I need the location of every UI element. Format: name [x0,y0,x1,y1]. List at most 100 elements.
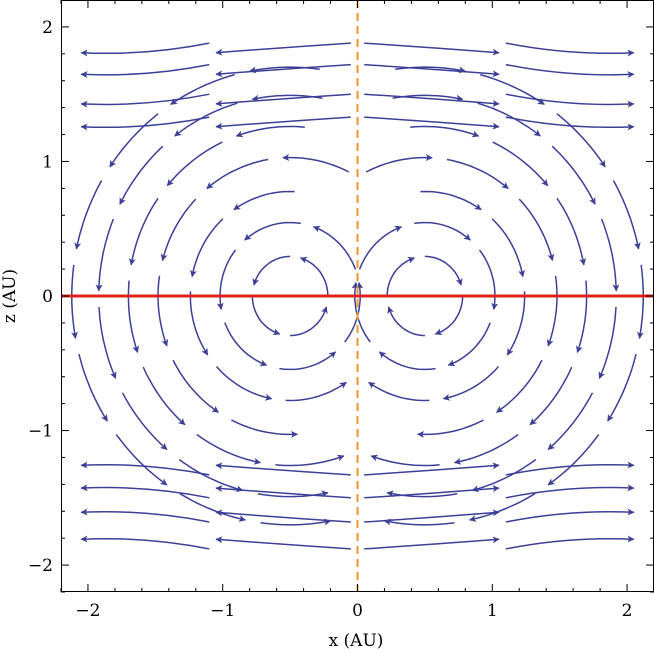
streamline-right-loop-5-seg-12 [453,433,519,465]
streamline-right-loop-2-seg-5 [414,221,471,241]
streamline-outer-row-6-seg-2 [80,484,210,499]
streamline-right-loop-4-seg-6 [365,154,433,173]
streamline-outer-row-5-seg-4 [505,461,635,476]
reference-lines [61,0,654,592]
streamline-left-loop-6-seg-4 [98,306,117,379]
streamline-left-loop-1-seg-4 [290,306,328,337]
streamline-outer-row-6-seg-4 [505,484,635,499]
streamline-right-loop-4-seg-7 [446,158,509,190]
streamline-right-loop-3-seg-2 [368,381,430,402]
streamline-right-loop-7-seg-11 [636,264,644,339]
streamline-outer-row-5-seg-1 [215,462,351,476]
streamline-outer-row-4-seg-1 [215,116,351,130]
streamline-right-loop-7-seg-12 [607,353,637,422]
streamline-outer-row-4-seg-3 [364,116,500,130]
y-axis-title: z (AU) [0,269,20,323]
streamline-left-loop-3-seg-3 [189,218,224,278]
streamline-outer-row-4-seg-2 [80,116,210,131]
streamline-left-loop-4-seg-1 [282,154,350,173]
streamline-left-loop-5-seg-1 [235,125,305,138]
streamline-outer-row-1-seg-1 [215,42,351,56]
streamline-outer-row-7-seg-2 [80,508,210,523]
streamline-right-loop-2-seg-4 [358,225,403,270]
streamline-left-loop-7-seg-1 [109,113,159,168]
x-tick-label: −1 [210,601,235,621]
streamline-right-loop-3-seg-6 [420,190,482,211]
streamline-right-loop-2-seg-1 [447,322,491,367]
streamline-outer-row-6-seg-1 [215,485,351,499]
streamline-right-loop-3-seg-8 [506,291,526,356]
streamline-right-loop-5-seg-8 [492,141,549,187]
streamline-right-loop-7-seg-8 [480,73,545,106]
streamline-outer-row-1-seg-4 [505,42,635,57]
streamline-left-loop-1-seg-3 [251,295,281,336]
x-tick-label: 2 [622,601,633,621]
streamline-left-loop-4-seg-3 [160,198,197,262]
streamline-left-loop-5-seg-2 [166,141,223,187]
streamline-left-loop-3-seg-2 [233,190,295,211]
x-tick-label: 1 [487,601,498,621]
streamline-right-loop-2-seg-6 [478,249,499,310]
streamline-right-loop-3-seg-1 [442,366,500,401]
streamline-right-loop-6-seg-8 [477,102,541,137]
streamline-left-loop-6-seg-6 [178,458,244,493]
streamline-right-loop-6-seg-9 [551,145,596,205]
streamline-outer-row-4-seg-4 [505,116,635,131]
streamline-left-loop-7-seg-7 [260,518,332,526]
streamline-outer-row-8-seg-2 [80,535,210,550]
streamline-left-loop-7-seg-16 [170,73,235,106]
y-tick-label: 1 [42,152,53,172]
streamline-outer-row-1-seg-3 [364,42,500,56]
streamline-left-loop-4-seg-2 [206,158,269,190]
streamline-right-loop-7-seg-13 [547,433,600,486]
streamline-right-loop-4-seg-10 [496,359,543,413]
streamline-outer-row-3-seg-4 [505,93,635,108]
streamline-left-loop-5-seg-5 [142,366,186,426]
streamline-left-loop-2-seg-3 [216,249,237,310]
streamline-left-loop-4-seg-4 [157,275,169,347]
streamline-left-loop-7-seg-5 [115,433,168,486]
streamline-outer-row-6-seg-3 [364,485,500,499]
streamline-outer-row-3-seg-2 [80,93,210,108]
streamline-left-loop-2-seg-5 [279,351,337,371]
streamline-right-loop-2-seg-2 [378,351,436,371]
streamline-left-loop-1-seg-2 [252,255,291,286]
streamline-outer-row-8-seg-3 [364,536,500,550]
streamline-left-loop-7-seg-6 [179,492,246,522]
streamline-right-loop-6-seg-10 [600,218,620,292]
streamline-left-loop-7-seg-4 [78,353,108,422]
y-tick-label: −1 [28,422,53,442]
streamline-left-loop-5-seg-6 [196,433,262,465]
streamline-right-loop-5-seg-9 [556,197,587,266]
streamline-outer-row-5-seg-2 [80,461,210,476]
streamline-right-loop-5-seg-11 [529,366,573,426]
axis-ticks: −2 −1 0 1 2 −2 −1 0 1 2 [28,0,654,621]
streamline-outer-row-5-seg-3 [364,462,500,476]
streamline-left-loop-7-seg-3 [71,264,79,339]
streamline-right-loop-4-seg-8 [518,198,555,262]
streamline-right-loop-7-seg-15 [383,518,455,526]
streamline-outer-row-7-seg-3 [364,509,500,523]
streamline-left-loop-6-seg-3 [95,218,115,292]
streamline-right-loop-6-seg-11 [598,306,617,379]
streamline-right-loop-5-seg-7 [410,125,480,138]
y-tick-label: 2 [42,18,53,38]
streamline-outer-row-3-seg-3 [364,93,500,107]
streamline-left-loop-2-seg-2 [244,221,301,241]
streamline-outer-row-8-seg-1 [215,536,351,550]
streamline-outer-row-1-seg-2 [80,42,210,57]
streamline-left-loop-6-seg-5 [121,392,168,451]
streamline-left-loop-2-seg-4 [224,322,268,367]
streamline-left-loop-5-seg-3 [128,197,159,266]
streamline-outer-row-2-seg-2 [80,63,210,79]
streamline-left-loop-2-seg-1 [312,225,357,270]
streamline-right-loop-1-seg-4 [424,255,463,286]
streamline-right-loop-4-seg-1 [417,419,484,438]
y-tick-label: 0 [42,287,53,307]
streamline-right-loop-1-seg-1 [434,295,464,336]
streamline-right-loop-7-seg-9 [556,113,606,168]
streamline-left-loop-6-seg-1 [174,102,238,137]
streamline-left-loop-3-seg-5 [215,366,273,401]
streamline-left-loop-5-seg-7 [275,454,345,467]
